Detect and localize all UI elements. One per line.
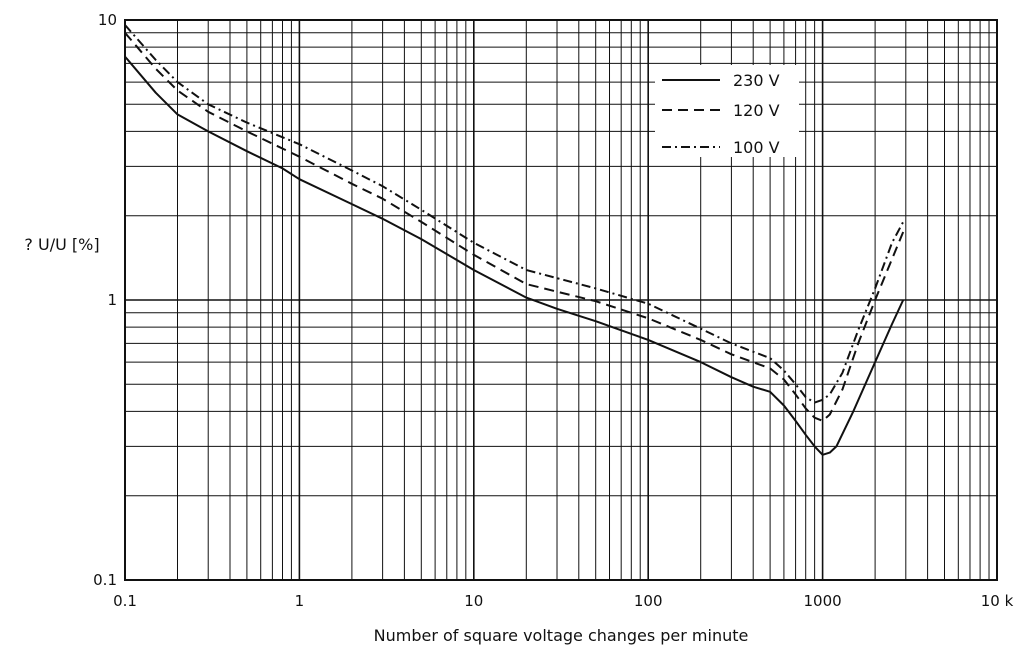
x-tick-label: 10 k — [981, 592, 1014, 610]
plot-frame — [124, 19, 998, 581]
x-tick-label: 0.1 — [113, 592, 137, 610]
x-tick-label: 1 — [295, 592, 305, 610]
y-axis-label: ? U/U [%] — [24, 235, 99, 254]
y-tick-label: 0.1 — [93, 571, 117, 589]
legend-label-230v: 230 V — [733, 71, 780, 90]
legend-label-120v: 120 V — [733, 101, 780, 120]
tick-labels: 0.1 1 10 100 1000 10 k 0.1 1 10 — [93, 11, 1013, 610]
legend-item-120v: 120 V — [662, 101, 780, 120]
series-layer — [124, 24, 905, 456]
series-line-230v — [124, 55, 905, 456]
x-tick-label: 100 — [634, 592, 663, 610]
series-line-100v — [124, 24, 905, 404]
series-line-120v — [124, 32, 905, 422]
legend: 230 V 120 V 100 V — [655, 65, 799, 157]
legend-item-100v: 100 V — [662, 138, 780, 157]
legend-item-230v: 230 V — [662, 71, 780, 90]
x-axis-label: Number of square voltage changes per min… — [374, 626, 749, 645]
x-tick-label: 1000 — [804, 592, 842, 610]
y-tick-label: 10 — [98, 11, 117, 29]
x-tick-label: 10 — [464, 592, 483, 610]
legend-label-100v: 100 V — [733, 138, 780, 157]
grid — [124, 20, 997, 581]
y-tick-label: 1 — [107, 291, 117, 309]
